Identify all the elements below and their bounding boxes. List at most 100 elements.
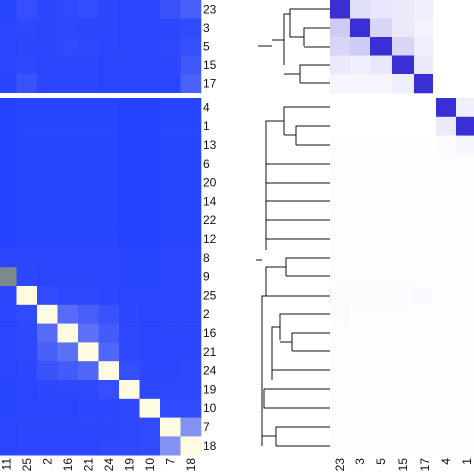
left-cell-4-10 [139, 98, 161, 118]
left-cell-19-7 [160, 380, 181, 400]
right-cell-13-15 [392, 135, 415, 155]
left-cell-12-21 [78, 229, 99, 249]
right-cell-19-4 [436, 380, 457, 400]
right-cell-10-5 [370, 398, 393, 418]
left-cell-9-25 [16, 267, 38, 287]
left-cell-13-19 [119, 135, 140, 155]
left-row-label: 16 [203, 326, 217, 340]
left-cell-5-2 [37, 37, 58, 56]
right-cell-24-5 [370, 361, 393, 381]
right-cell-9-17 [414, 267, 437, 287]
left-cell-9-11 [0, 267, 17, 287]
right-cell-16-15 [392, 323, 415, 343]
left-cell-14-25 [16, 192, 38, 212]
right-column-label: 3 [353, 458, 367, 465]
left-cell-21-18 [180, 342, 202, 362]
left-cell-15-10 [139, 55, 161, 75]
left-cell-10-19 [119, 398, 140, 418]
left-row-label: 5 [203, 39, 210, 53]
left-cell-10-16 [57, 398, 79, 418]
right-cell-23-1 [456, 0, 474, 19]
right-cell-25-1 [456, 286, 474, 306]
left-cell-10-25 [16, 398, 38, 418]
right-cell-16-17 [414, 323, 437, 343]
left-cell-8-21 [78, 248, 99, 268]
right-cell-4-5 [370, 98, 393, 118]
left-block-separator [0, 93, 200, 97]
right-cell-22-1 [456, 210, 474, 230]
left-cell-2-18 [180, 304, 202, 324]
left-row-label: 7 [203, 420, 210, 434]
left-cell-23-24 [98, 0, 120, 19]
left-cell-15-7 [160, 55, 181, 75]
left-cell-7-21 [78, 417, 99, 437]
right-cell-24-15 [392, 361, 415, 381]
left-cell-24-21 [78, 361, 99, 381]
left-cell-5-21 [78, 37, 99, 56]
left-cell-15-21 [78, 55, 99, 75]
left-cell-6-2 [37, 154, 58, 174]
left-cell-16-11 [0, 323, 17, 343]
left-cell-3-7 [160, 18, 181, 38]
right-cell-12-23 [330, 229, 351, 249]
right-cell-21-5 [370, 342, 393, 362]
right-cell-23-5 [370, 0, 393, 19]
left-cell-23-21 [78, 0, 99, 19]
left-cell-20-2 [37, 173, 58, 193]
right-cell-12-15 [392, 229, 415, 249]
left-cell-15-18 [180, 55, 202, 75]
right-cell-14-17 [414, 192, 437, 212]
row-dendrogram [256, 8, 330, 447]
right-cell-7-3 [350, 417, 371, 437]
left-cell-15-25 [16, 55, 38, 75]
left-cell-18-11 [0, 436, 17, 456]
right-cell-3-23 [330, 18, 351, 38]
left-cell-10-7 [160, 398, 181, 418]
right-cell-9-1 [456, 267, 474, 287]
left-column-label: 2 [40, 458, 54, 465]
right-cell-24-17 [414, 361, 437, 381]
right-cell-13-3 [350, 135, 371, 155]
left-cell-22-16 [57, 210, 79, 230]
left-cell-16-19 [119, 323, 140, 343]
right-cell-7-23 [330, 417, 351, 437]
left-cell-12-18 [180, 229, 202, 249]
right-cell-19-5 [370, 380, 393, 400]
left-cell-18-18 [180, 436, 202, 456]
right-cell-1-5 [370, 116, 393, 136]
right-cell-3-4 [436, 18, 457, 38]
left-cell-19-21 [78, 380, 99, 400]
right-cell-2-23 [330, 304, 351, 324]
right-cell-25-23 [330, 286, 351, 306]
left-row-label: 6 [203, 157, 210, 171]
right-cell-16-23 [330, 323, 351, 343]
right-cell-21-17 [414, 342, 437, 362]
right-cell-13-5 [370, 135, 393, 155]
right-cell-7-17 [414, 417, 437, 437]
right-cell-15-23 [330, 55, 351, 75]
right-cell-22-4 [436, 210, 457, 230]
left-row-label: 10 [203, 401, 217, 415]
left-cell-25-16 [57, 286, 79, 306]
right-cell-6-1 [456, 154, 474, 174]
left-cell-13-16 [57, 135, 79, 155]
right-cell-15-1 [456, 55, 474, 75]
dendrogram-branch [271, 313, 330, 380]
right-cell-22-5 [370, 210, 393, 230]
right-cell-23-17 [414, 0, 437, 19]
left-cell-18-24 [98, 436, 120, 456]
left-cell-19-2 [37, 380, 58, 400]
left-cell-20-16 [57, 173, 79, 193]
left-cell-1-18 [180, 116, 202, 136]
left-cell-8-2 [37, 248, 58, 268]
left-cell-22-11 [0, 210, 17, 230]
right-cell-21-1 [456, 342, 474, 362]
right-cell-2-4 [436, 304, 457, 324]
left-cell-24-18 [180, 361, 202, 381]
right-cell-5-4 [436, 37, 457, 56]
dendrogram-branch [261, 295, 330, 446]
left-cell-7-25 [16, 417, 38, 437]
left-cell-6-10 [139, 154, 161, 174]
right-cell-6-4 [436, 154, 457, 174]
